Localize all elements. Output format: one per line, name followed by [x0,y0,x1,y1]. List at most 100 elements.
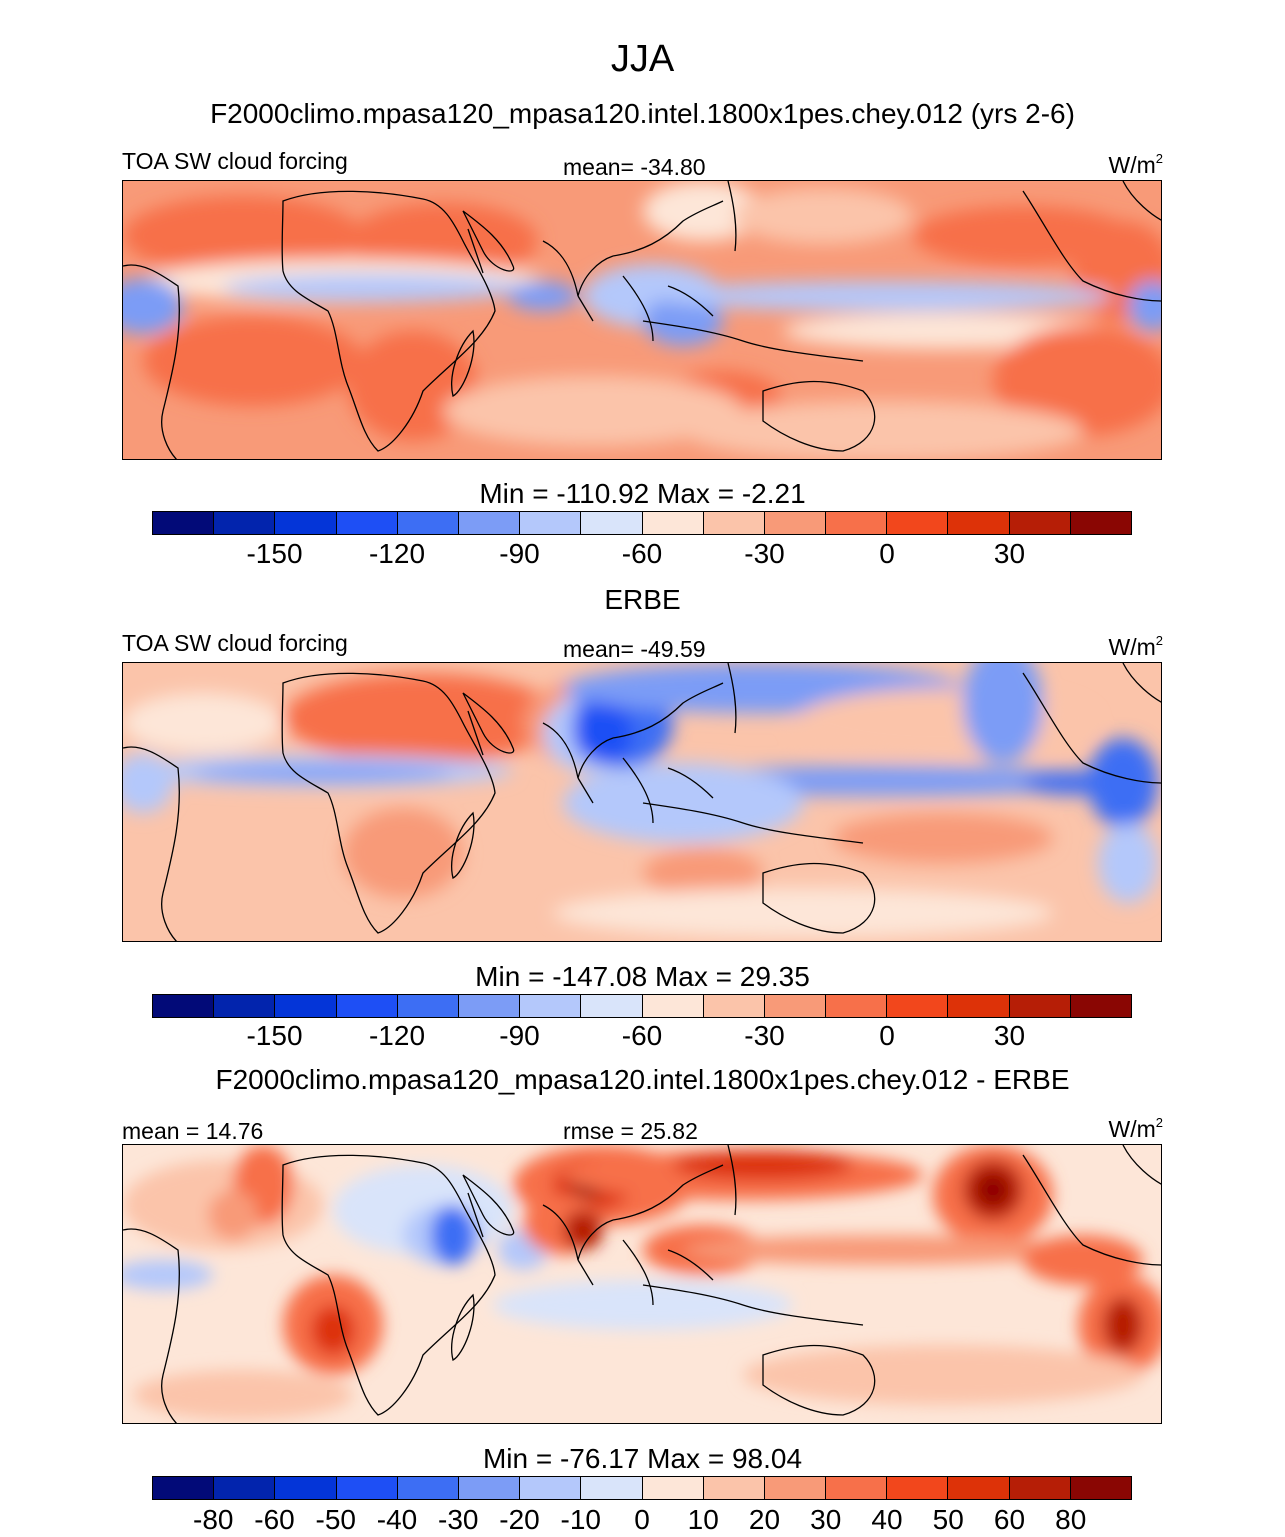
colorbar-swatch [703,1477,765,1499]
colorbar-swatch [642,995,704,1017]
panel-1-variable-label: TOA SW cloud forcing [122,148,348,174]
colorbar-tick-label: -120 [368,538,426,569]
panel-2-map [122,662,1162,942]
colorbar-tick-label: -90 [499,1020,540,1051]
panel-2-variable-label: TOA SW cloud forcing [122,630,348,656]
colorbar-swatch [642,1477,704,1499]
colorbar-tick-label: 20 [748,1504,781,1535]
colorbar-swatch [764,1477,827,1499]
colorbar-tick-label: 0 [634,1504,650,1535]
colorbar-swatch [520,995,582,1017]
colorbar-swatch [458,512,521,534]
panel-3-rmse-label: rmse = 25.82 [563,1118,698,1144]
colorbar-swatch [703,512,765,534]
colorbar-tick-label: -30 [744,538,785,569]
panel-1-contour-field [123,181,1161,459]
panel-3-map [122,1144,1162,1424]
colorbar-swatch [153,1477,215,1499]
panel-2-contour-field [123,663,1161,941]
colorbar-tick-label: -30 [744,1020,785,1051]
colorbar-swatch [887,995,949,1017]
colorbar-tick-label: -80 [193,1504,234,1535]
panel-2-units: W/m2 [1108,633,1164,660]
colorbar-swatch [397,1477,459,1499]
colorbar-tick-label: 30 [810,1504,842,1535]
colorbar-swatch [275,995,337,1017]
panel-3-contour-field [123,1145,1161,1423]
colorbar-tick-label: 60 [993,1504,1026,1535]
colorbar-swatch [336,1477,398,1499]
page-title: JJA [610,38,675,80]
colorbar-swatch [397,995,459,1017]
colorbar-tick-label: -60 [254,1504,295,1535]
panel-3-units: W/m2 [1108,1115,1164,1142]
colorbar-tick-label: 0 [879,1020,895,1051]
colorbar-tick-label: 80 [1055,1504,1087,1535]
colorbar-tick-label: 0 [879,538,895,569]
colorbar-swatch [520,1477,582,1499]
colorbar-swatch [948,1477,1010,1499]
colorbar-tick-label: -90 [499,538,540,569]
panel-1-minmax: Min = -110.92 Max = -2.21 [479,478,806,509]
panel-3-minmax: Min = -76.17 Max = 98.04 [482,1443,803,1474]
panel-1-title: F2000climo.mpasa120_mpasa120.intel.1800x… [210,98,1075,129]
colorbar-swatch [1070,512,1131,534]
colorbar-tick-label: -50 [315,1504,356,1535]
colorbar-tick-label: 10 [687,1504,719,1535]
panel-1-mean-label: mean= -34.80 [563,154,706,180]
panel-2-title: ERBE [604,584,681,615]
colorbar-swatch [826,1477,888,1499]
panel-1-units: W/m2 [1108,151,1164,178]
panel-2-colorbar [152,994,1132,1018]
colorbar-swatch [1009,512,1071,534]
colorbar-swatch [153,995,215,1017]
colorbar-swatch [336,995,398,1017]
colorbar-swatch [275,1477,337,1499]
colorbar-swatch [581,1477,643,1499]
colorbar-tick-label: 40 [871,1504,903,1535]
panel-1-colorbar [152,511,1132,535]
panel-1-map [122,180,1162,460]
colorbar-swatch [887,512,949,534]
panel-2-minmax: Min = -147.08 Max = 29.35 [475,961,810,992]
colorbar-swatch [948,512,1010,534]
colorbar-swatch [214,512,276,534]
colorbar-tick-label: -30 [438,1504,479,1535]
colorbar-swatch [458,1477,521,1499]
colorbar-swatch [1009,995,1071,1017]
colorbar-tick-label: -20 [499,1504,540,1535]
colorbar-swatch [581,512,643,534]
colorbar-tick-label: -60 [621,1020,663,1051]
colorbar-swatch [642,512,704,534]
colorbar-swatch [887,1477,949,1499]
panel-3-colorbar [152,1476,1132,1500]
colorbar-tick-label: -40 [376,1504,418,1535]
colorbar-swatch [336,512,398,534]
colorbar-tick-label: -10 [560,1504,601,1535]
colorbar-swatch [826,995,888,1017]
colorbar-swatch [397,512,459,534]
colorbar-tick-label: -60 [621,538,663,569]
colorbar-swatch [458,995,521,1017]
colorbar-tick-label: -150 [246,1020,303,1051]
panel-2-mean-label: mean= -49.59 [563,636,706,662]
colorbar-tick-label: 30 [993,538,1026,569]
panel-3-mean-label: mean = 14.76 [122,1118,264,1144]
colorbar-swatch [948,995,1010,1017]
colorbar-swatch [214,995,276,1017]
colorbar-tick-label: 30 [993,1020,1026,1051]
colorbar-swatch [764,995,827,1017]
colorbar-swatch [275,512,337,534]
colorbar-swatch [520,512,582,534]
colorbar-swatch [703,995,765,1017]
colorbar-tick-label: -120 [368,1020,426,1051]
panel-3-title: F2000climo.mpasa120_mpasa120.intel.1800x… [215,1064,1070,1095]
colorbar-tick-label: 50 [932,1504,964,1535]
colorbar-swatch [764,512,827,534]
colorbar-swatch [826,512,888,534]
colorbar-swatch [1009,1477,1071,1499]
colorbar-swatch [581,995,643,1017]
colorbar-swatch [214,1477,276,1499]
colorbar-swatch [1070,995,1131,1017]
colorbar-tick-label: -150 [246,538,303,569]
